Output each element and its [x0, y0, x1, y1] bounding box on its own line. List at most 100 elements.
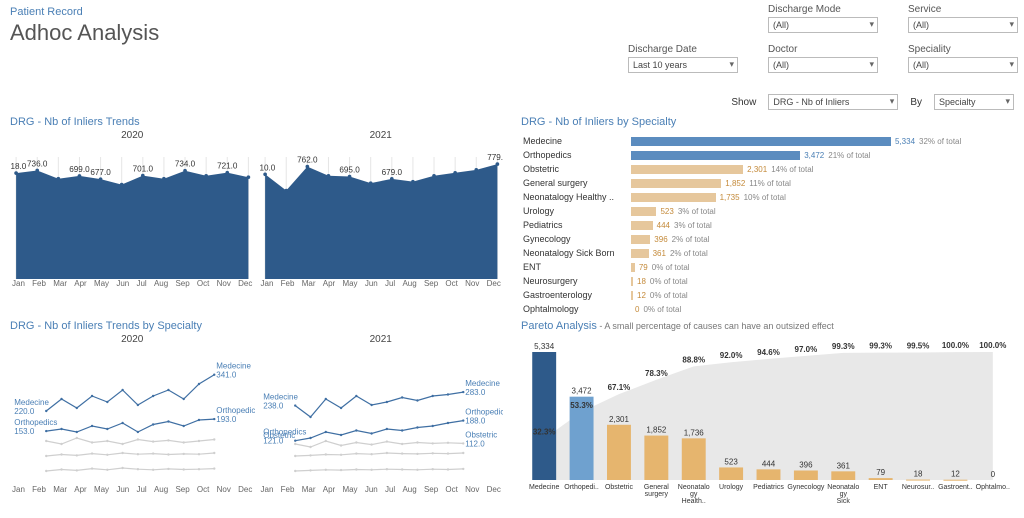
svg-text:444: 444: [762, 459, 776, 468]
svg-text:523: 523: [724, 457, 738, 466]
svg-text:Gastroent..: Gastroent..: [938, 484, 973, 491]
year-label: 2020: [10, 130, 255, 141]
svg-text:gy: gy: [690, 491, 698, 498]
svg-text:53.3%: 53.3%: [570, 401, 593, 410]
pareto-chart[interactable]: 5,33432.3%Medecine3,47253.3%Orthopedi..2…: [517, 334, 1018, 504]
panel-subtitle: - A small percentage of causes can have …: [597, 321, 834, 331]
svg-text:32.3%: 32.3%: [533, 428, 556, 437]
svg-text:283.0: 283.0: [465, 388, 486, 397]
svg-text:710.0: 710.0: [259, 163, 276, 172]
svg-text:Orthopedics: Orthopedics: [14, 418, 57, 427]
svg-text:surgery: surgery: [645, 491, 669, 498]
filter-discharge-mode: Discharge Mode (All): [768, 4, 878, 33]
svg-text:1,852: 1,852: [646, 426, 667, 435]
filter-select-doctor[interactable]: (All): [768, 57, 878, 73]
svg-text:153.0: 153.0: [14, 427, 35, 436]
svg-text:Sick: Sick: [837, 498, 851, 504]
show-label: Show: [731, 97, 756, 108]
hbar-row[interactable]: Pediatrics4443% of total: [523, 218, 1012, 232]
svg-text:0: 0: [991, 470, 996, 479]
panel-title: DRG - Nb of Inliers Trends: [6, 114, 507, 130]
svg-text:97.0%: 97.0%: [795, 345, 818, 354]
panel-title: Pareto Analysis - A small percentage of …: [517, 318, 1018, 334]
hbar-row[interactable]: Gastroenterology120% of total: [523, 288, 1012, 302]
svg-text:188.0: 188.0: [465, 417, 486, 426]
svg-text:238.0: 238.0: [263, 402, 284, 411]
svg-text:General: General: [644, 484, 669, 491]
svg-text:Neonatalo: Neonatalo: [827, 484, 859, 491]
panel-pareto: Pareto Analysis - A small percentage of …: [517, 318, 1018, 518]
svg-text:100.0%: 100.0%: [979, 341, 1006, 350]
by-select[interactable]: Specialty: [934, 94, 1014, 110]
hbar-chart[interactable]: Medecine5,33432% of totalOrthopedics3,47…: [517, 130, 1018, 316]
show-select[interactable]: DRG - Nb of Inliers: [768, 94, 898, 110]
svg-text:679.0: 679.0: [381, 168, 402, 177]
svg-text:12: 12: [951, 470, 960, 479]
line-chart-2020[interactable]: Medecine220.0Medecine341.0Orthopedics153…: [10, 345, 255, 485]
filter-select-service[interactable]: (All): [908, 17, 1018, 33]
svg-text:Orthopedi..: Orthopedi..: [564, 484, 599, 491]
line-chart-2021[interactable]: Medecine238.0Medecine283.0Orthopedics121…: [259, 345, 504, 485]
svg-text:88.8%: 88.8%: [682, 355, 705, 364]
hbar-row[interactable]: General surgery1,85211% of total: [523, 176, 1012, 190]
filter-label: Speciality: [908, 44, 1018, 55]
hbar-row[interactable]: Obstetric2,30114% of total: [523, 162, 1012, 176]
panel-by-specialty: DRG - Nb of Inliers by Specialty Medecin…: [517, 114, 1018, 314]
svg-text:100.0%: 100.0%: [942, 341, 969, 350]
panel-trends-by-specialty: DRG - Nb of Inliers Trends by Specialty …: [6, 318, 507, 518]
svg-text:718.0: 718.0: [10, 162, 27, 171]
svg-text:Medecine: Medecine: [529, 484, 559, 491]
svg-text:99.3%: 99.3%: [869, 342, 892, 351]
svg-text:734.0: 734.0: [175, 160, 196, 169]
svg-text:3,472: 3,472: [572, 387, 593, 396]
hbar-row[interactable]: Urology5233% of total: [523, 204, 1012, 218]
panel-title: DRG - Nb of Inliers Trends by Specialty: [6, 318, 507, 334]
filter-select-discharge-mode[interactable]: (All): [768, 17, 878, 33]
x-axis-months: JanFebMarAprMayJunJulAugSepOctNovDec: [259, 485, 504, 494]
panel-title: DRG - Nb of Inliers by Specialty: [517, 114, 1018, 130]
filter-label: Discharge Date: [628, 44, 738, 55]
svg-text:5,334: 5,334: [534, 342, 555, 351]
svg-text:Health..: Health..: [682, 498, 706, 504]
svg-text:ENT: ENT: [874, 484, 889, 491]
svg-text:Obstetric: Obstetric: [605, 484, 634, 491]
svg-text:361: 361: [837, 461, 851, 470]
svg-text:Medecine: Medecine: [465, 379, 500, 388]
svg-text:699.0: 699.0: [69, 165, 90, 174]
filter-select-discharge-date[interactable]: Last 10 years: [628, 57, 738, 73]
hbar-row[interactable]: ENT790% of total: [523, 260, 1012, 274]
svg-text:Orthopedics: Orthopedics: [216, 406, 254, 415]
x-axis-months: JanFebMarAprMayJunJulAugSepOctNovDec: [259, 279, 504, 288]
panel-trends: DRG - Nb of Inliers Trends 2020 718.0736…: [6, 114, 507, 314]
svg-text:Urology: Urology: [719, 484, 744, 491]
svg-text:193.0: 193.0: [216, 415, 237, 424]
svg-text:Neurosur..: Neurosur..: [902, 484, 934, 491]
hbar-row[interactable]: Neonatalogy Healthy ..1,73510% of total: [523, 190, 1012, 204]
svg-text:Obstetric: Obstetric: [263, 431, 295, 440]
svg-text:Pediatrics: Pediatrics: [753, 484, 784, 491]
svg-text:gy: gy: [840, 491, 848, 498]
filter-select-speciality[interactable]: (All): [908, 57, 1018, 73]
year-label: 2020: [10, 334, 255, 345]
svg-text:94.6%: 94.6%: [757, 348, 780, 357]
svg-text:18: 18: [914, 470, 923, 479]
svg-text:695.0: 695.0: [339, 166, 360, 175]
header: Patient Record Adhoc Analysis Discharge …: [0, 0, 1024, 82]
svg-text:Orthopedics: Orthopedics: [465, 408, 503, 417]
hbar-row[interactable]: Medecine5,33432% of total: [523, 134, 1012, 148]
svg-text:Neonatalo: Neonatalo: [678, 484, 710, 491]
hbar-row[interactable]: Gynecology3962% of total: [523, 232, 1012, 246]
filter-speciality: Speciality (All): [908, 44, 1018, 73]
hbar-row[interactable]: Orthopedics3,47221% of total: [523, 148, 1012, 162]
svg-text:99.5%: 99.5%: [907, 342, 930, 351]
area-chart-2021[interactable]: 710.0762.0695.0679.0779.0: [259, 141, 504, 279]
svg-text:677.0: 677.0: [90, 168, 111, 177]
filter-discharge-date: Discharge Date Last 10 years: [628, 44, 738, 73]
hbar-row[interactable]: Ophtalmology00% of total: [523, 302, 1012, 316]
svg-text:396: 396: [799, 460, 813, 469]
hbar-row[interactable]: Neonatalogy Sick Born3612% of total: [523, 246, 1012, 260]
hbar-row[interactable]: Neurosurgery180% of total: [523, 274, 1012, 288]
svg-text:701.0: 701.0: [133, 165, 154, 174]
area-chart-2020[interactable]: 718.0736.0699.0677.0701.0734.0721.0: [10, 141, 255, 279]
svg-text:Medecine: Medecine: [216, 362, 251, 371]
